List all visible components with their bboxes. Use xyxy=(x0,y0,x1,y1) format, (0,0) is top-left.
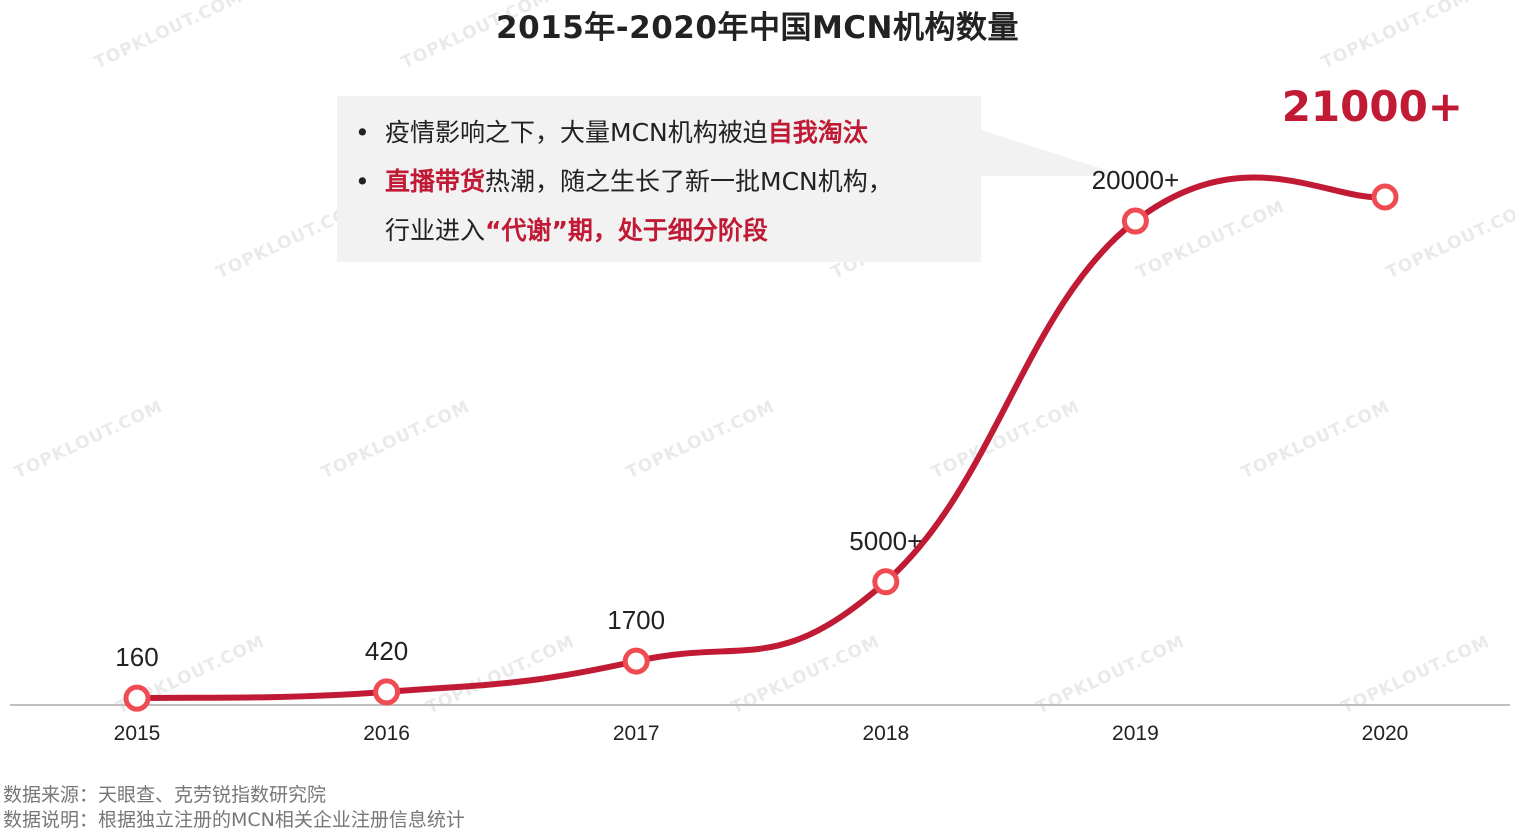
x-tick-label: 2017 xyxy=(613,722,660,745)
data-source: 数据来源：天眼查、克劳锐指数研究院 xyxy=(3,784,327,806)
x-tick-label: 2015 xyxy=(114,722,161,745)
data-point-marker xyxy=(123,684,151,712)
callout-line-2: 直播带货热潮，随之生长了新一批MCN机构， xyxy=(385,157,893,206)
x-axis-ticks: 2015 2016 2017 2018 2019 2020 xyxy=(114,722,1409,745)
x-tick-label: 2020 xyxy=(1362,722,1409,745)
callout-line-1-highlight: 自我淘汰 xyxy=(767,118,868,147)
callout-line-3-highlight: “代谢”期，处于细分阶段 xyxy=(485,216,768,245)
data-label: 420 xyxy=(365,636,408,666)
data-label: 20000+ xyxy=(1092,165,1179,195)
data-point-marker xyxy=(622,647,650,675)
data-note: 数据说明：根据独立注册的MCN相关企业注册信息统计 xyxy=(3,809,465,831)
data-label: 1700 xyxy=(607,605,665,635)
data-point-marker xyxy=(373,678,401,706)
highlight-value: 21000+ xyxy=(1281,82,1463,131)
callout-bullet-1: • 疫情影响之下，大量MCN机构被迫自我淘汰 xyxy=(355,108,975,157)
markers xyxy=(123,183,1399,712)
bullet-icon: • xyxy=(355,167,370,196)
callout-line-1: 疫情影响之下，大量MCN机构被迫自我淘汰 xyxy=(385,108,868,157)
callout-line-2-highlight: 直播带货 xyxy=(385,167,486,196)
data-point-marker xyxy=(1371,183,1399,211)
callout-line-2-text: 热潮，随之生长了新一批MCN机构， xyxy=(485,167,893,196)
data-point-marker xyxy=(872,568,900,596)
data-label: 160 xyxy=(115,642,158,672)
callout-box xyxy=(337,96,1125,262)
data-point-marker xyxy=(1121,207,1149,235)
chart-title: 2015年-2020年中国MCN机构数量 xyxy=(496,10,1019,46)
x-tick-label: 2019 xyxy=(1112,722,1159,745)
callout-line-3-text: 行业进入 xyxy=(385,216,486,245)
callout-line-1-text: 疫情影响之下，大量MCN机构被迫 xyxy=(385,118,768,147)
callout-bullet-2: • 直播带货热潮，随之生长了新一批MCN机构， xyxy=(355,157,975,206)
x-tick-label: 2016 xyxy=(363,722,410,745)
callout-text: • 疫情影响之下，大量MCN机构被迫自我淘汰 • 直播带货热潮，随之生长了新一批… xyxy=(355,108,975,255)
data-labels: 160 420 1700 5000+ 20000+ xyxy=(115,165,1179,672)
callout-line-3: 行业进入“代谢”期，处于细分阶段 xyxy=(355,206,975,255)
data-label: 5000+ xyxy=(849,526,922,556)
x-tick-label: 2018 xyxy=(862,722,909,745)
bullet-icon: • xyxy=(355,118,370,147)
